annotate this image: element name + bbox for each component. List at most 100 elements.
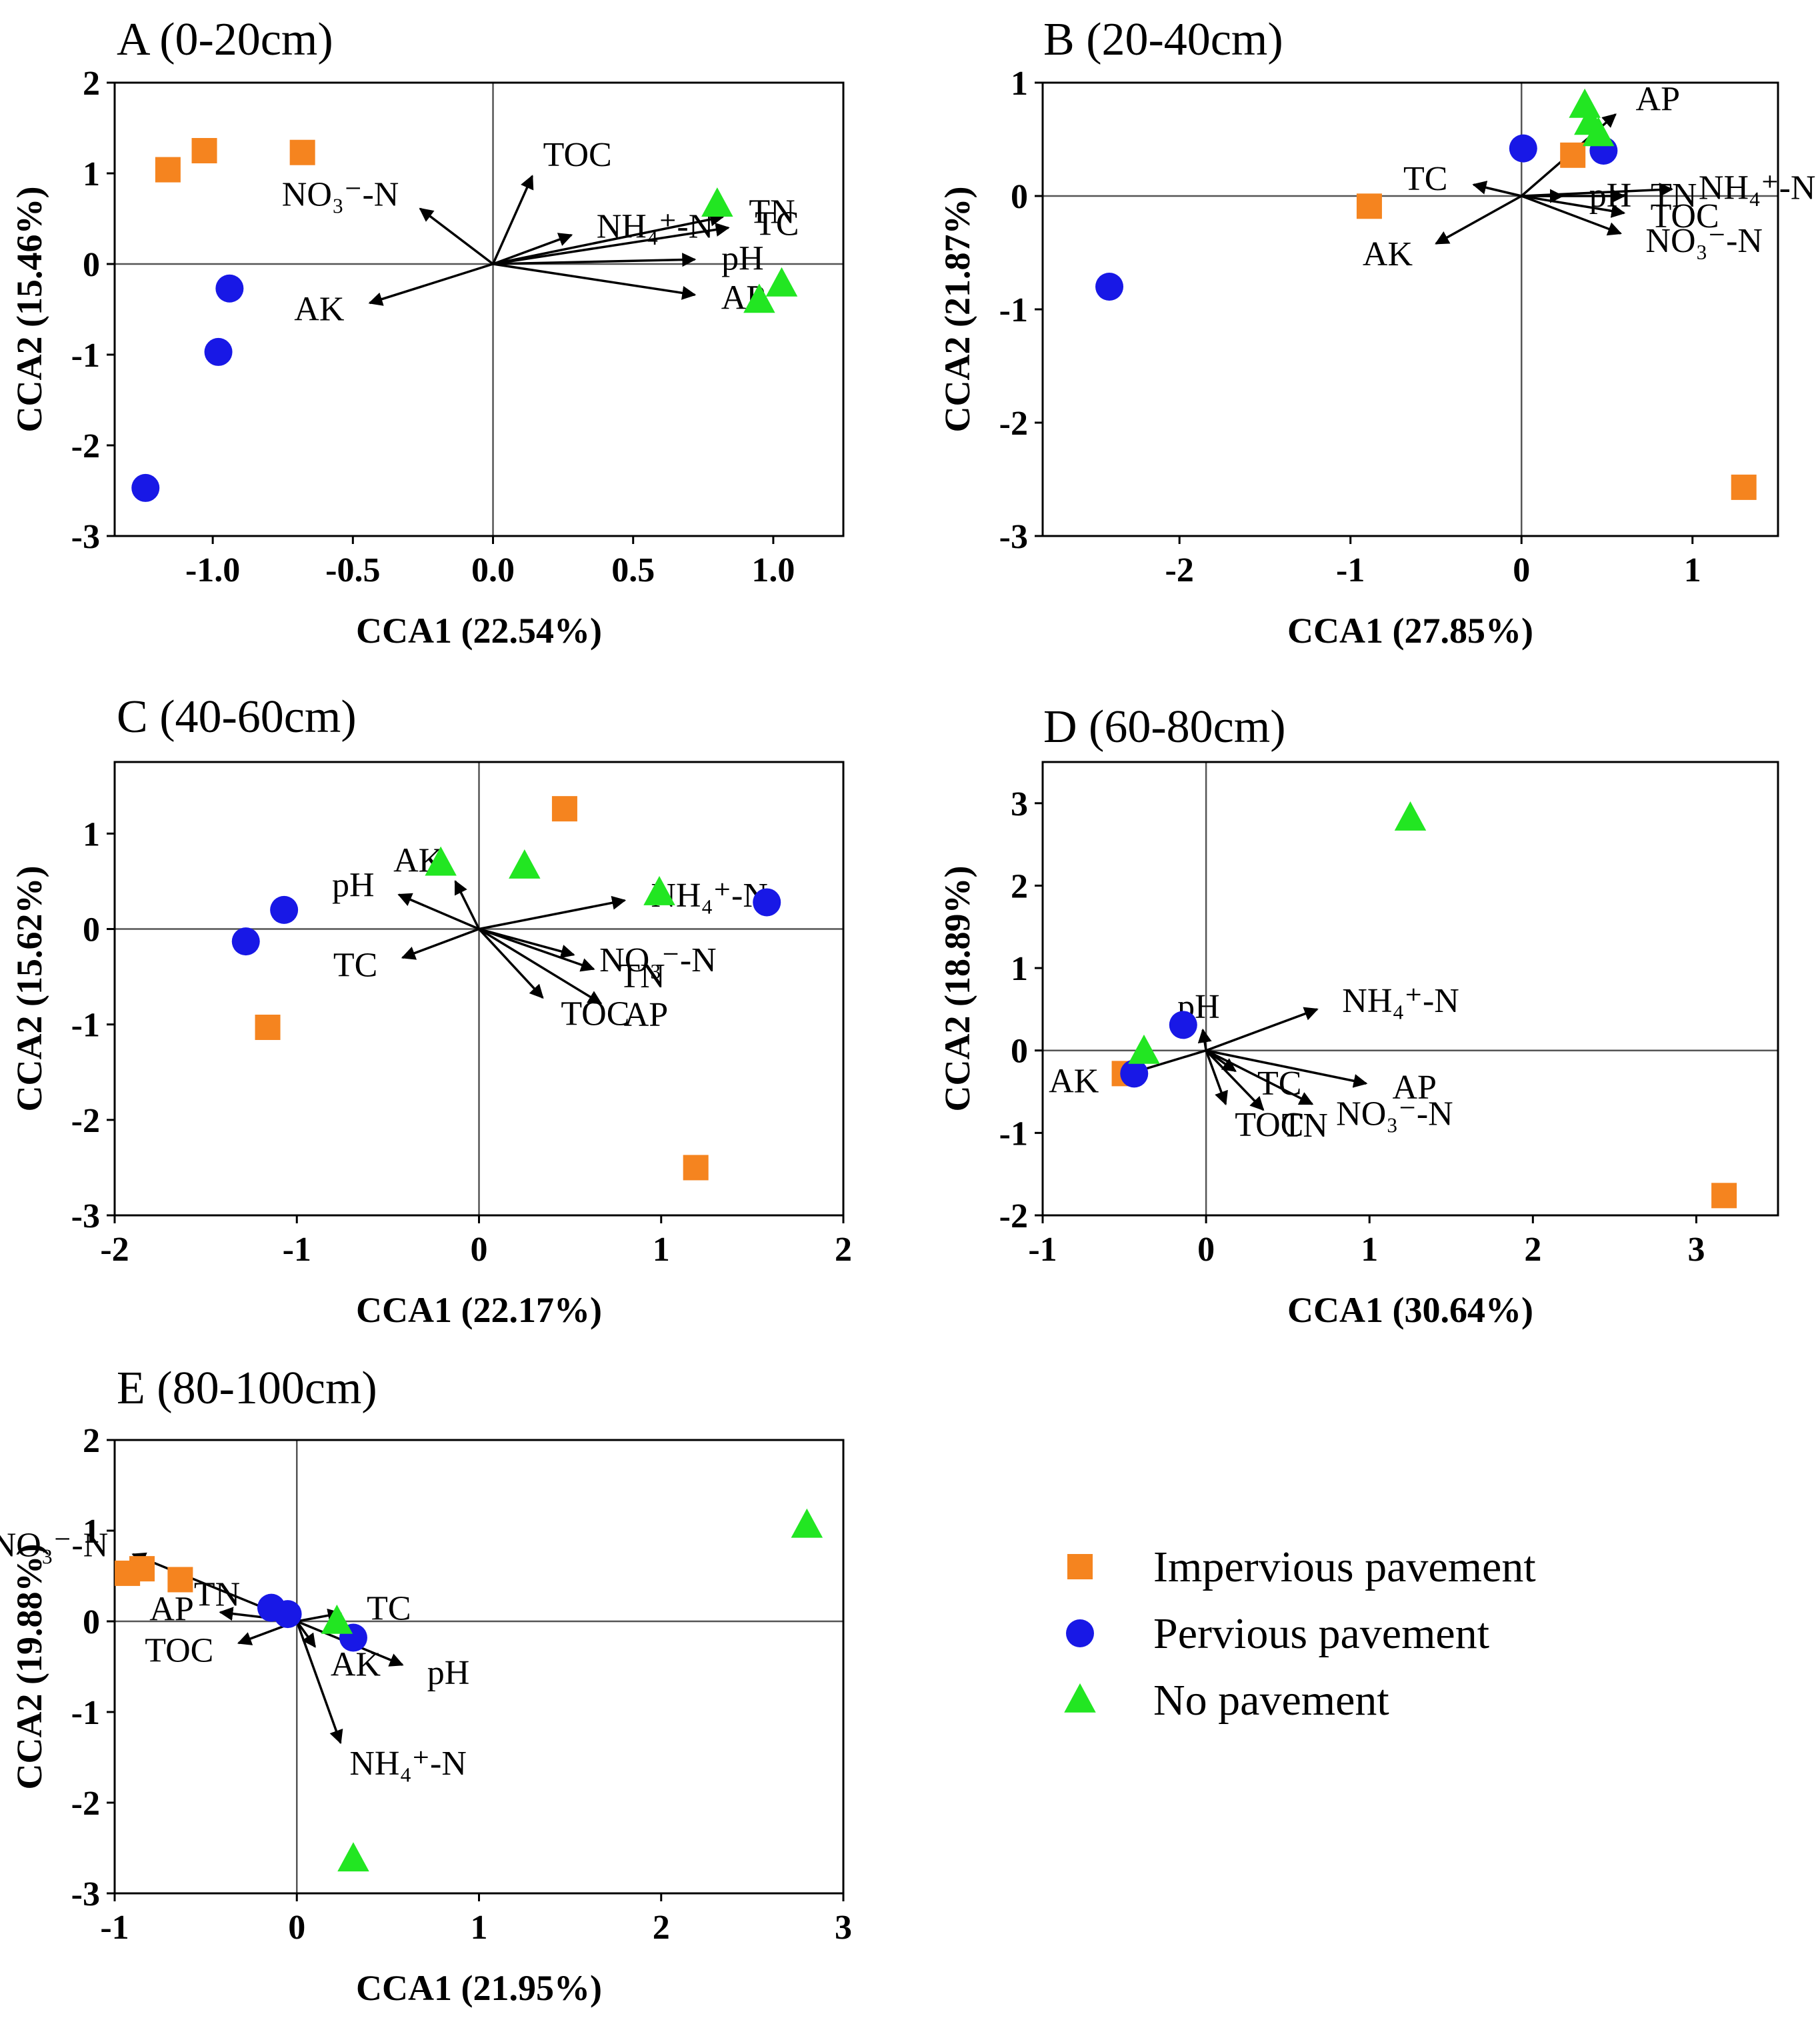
- point-none: [321, 1604, 353, 1634]
- arrow-TC: [1472, 181, 1522, 197]
- y-tick-label: 0: [83, 1603, 100, 1641]
- arrow-label-TC: TC: [1257, 1065, 1301, 1103]
- arrow-label-TOC: TOC: [1235, 1106, 1303, 1144]
- legend-marker-pervious: [1066, 1619, 1094, 1647]
- point-pervious: [204, 337, 233, 366]
- cca-panel-e: E (80-100cm) -1 0 1 2 3 -3 -2 -1 0 1 2 CCA1 (21.95%)…: [0, 1363, 852, 2008]
- y-tick-label: -2: [999, 1197, 1028, 1235]
- point-none: [743, 283, 775, 313]
- arrow-TOC: [1205, 1050, 1228, 1106]
- y-tick-label: 1: [83, 1513, 100, 1551]
- plot-frame: [113, 1439, 845, 1895]
- arrow-label-AP: AP: [1636, 80, 1680, 118]
- y-tick-label: 2: [83, 1422, 100, 1460]
- x-tick-label: -1.0: [185, 551, 240, 589]
- x-tick-label: 1: [1684, 551, 1701, 589]
- arrow-NH4+-N: [295, 1621, 343, 1745]
- y-tick-label: -1: [71, 1007, 100, 1045]
- y-tick-label: -2: [999, 405, 1028, 443]
- arrow-TOC: [1521, 195, 1626, 218]
- arrow-TOC: [478, 928, 544, 999]
- point-none: [337, 1842, 369, 1872]
- point-impervious: [1560, 142, 1586, 168]
- point-pervious: [1509, 134, 1537, 163]
- arrow-TOC: [491, 175, 534, 265]
- legend: Impervious pavement Pervious pavement No p…: [1064, 1543, 1536, 1725]
- arrow-label-AP: AP: [624, 996, 668, 1034]
- point-pervious: [1120, 1059, 1149, 1088]
- arrow-label-TC: TC: [1403, 160, 1447, 198]
- y-tick-label: 2: [1011, 867, 1028, 905]
- panel-title: B (20-40cm): [1043, 14, 1283, 65]
- x-tick-label: 0: [1513, 551, 1530, 589]
- point-impervious: [191, 138, 217, 163]
- arrow-TC: [401, 927, 480, 960]
- panel-title: C (40-60cm): [117, 691, 357, 743]
- y-tick-label: 0: [1011, 178, 1028, 216]
- point-pervious: [131, 473, 160, 502]
- arrow-NO3--N: [1205, 1049, 1314, 1105]
- arrow-label-AP: AP: [149, 1590, 193, 1628]
- arrow-TN: [478, 927, 595, 972]
- x-tick-label: -0.5: [325, 551, 380, 589]
- x-tick-label: 3: [835, 1909, 852, 1947]
- y-tick-label: 1: [83, 815, 100, 853]
- point-none: [1569, 88, 1601, 118]
- x-tick-label: 0.5: [611, 551, 655, 589]
- y-tick-label: 0: [1011, 1033, 1028, 1071]
- arrow-AP: [478, 928, 603, 1005]
- point-pervious: [1095, 273, 1124, 301]
- x-tick-label: -1: [1028, 1231, 1057, 1269]
- legend-marker-impervious: [1067, 1554, 1093, 1579]
- arrow-label-TC: TC: [755, 205, 799, 243]
- arrow-pH: [397, 893, 480, 931]
- arrow-TN: [1205, 1049, 1265, 1111]
- arrow-label-TOC: TOC: [1651, 197, 1719, 235]
- x-tick-label: 0.0: [471, 551, 515, 589]
- cca-panel-b: B (20-40cm) -2 -1 0 1 -3 -2 -1 0 1 CCA1 (27.85%) CC…: [937, 14, 1815, 651]
- point-none: [765, 267, 798, 297]
- x-axis-title: CCA1 (27.85%): [1287, 611, 1533, 651]
- point-impervious: [551, 796, 577, 822]
- arrow-NH4+-N: [492, 233, 573, 265]
- arrow-label-AK: AK: [294, 291, 345, 329]
- x-tick-label: -2: [1165, 551, 1194, 589]
- point-impervious: [1356, 193, 1382, 219]
- arrow-label-TN: TN: [619, 957, 665, 995]
- x-tick-label: 1: [653, 1231, 670, 1269]
- y-tick-label: -3: [71, 1875, 100, 1913]
- legend-marker-none: [1064, 1683, 1096, 1713]
- arrow-AK: [1435, 195, 1523, 245]
- x-tick-label: 1: [471, 1909, 488, 1947]
- legend-label-pervious: Pervious pavement: [1153, 1609, 1489, 1658]
- y-tick-label: -1: [999, 1115, 1028, 1153]
- arrow-TC: [493, 223, 730, 265]
- x-tick-label: 0: [471, 1231, 488, 1269]
- arrow-label-pH: pH: [427, 1654, 470, 1692]
- x-tick-label: 1: [1361, 1231, 1378, 1269]
- arrow-label-NO3--N: NO₃⁻-N: [1645, 222, 1763, 260]
- y-tick-label: -1: [71, 337, 100, 375]
- point-pervious: [1169, 1011, 1197, 1039]
- plot-frame: [1041, 761, 1779, 1217]
- x-tick-label: -1: [283, 1231, 311, 1269]
- y-tick-label: -1: [999, 291, 1028, 329]
- point-none: [1582, 117, 1615, 147]
- arrow-AK: [368, 263, 494, 306]
- y-tick-label: -3: [71, 1197, 100, 1235]
- point-pervious: [753, 888, 781, 917]
- y-tick-label: 1: [83, 155, 100, 193]
- panel-title: E (80-100cm): [117, 1363, 377, 1414]
- y-tick-label: -3: [999, 518, 1028, 556]
- y-tick-label: -2: [71, 427, 100, 465]
- arrow-AP: [493, 263, 697, 300]
- point-none: [791, 1508, 823, 1538]
- arrow-label-TN: TN: [1282, 1107, 1328, 1145]
- y-tick-label: 1: [1011, 65, 1028, 103]
- panel-title: A (0-20cm): [117, 14, 333, 65]
- x-axis-title: CCA1 (22.54%): [356, 611, 602, 651]
- point-impervious: [683, 1155, 709, 1181]
